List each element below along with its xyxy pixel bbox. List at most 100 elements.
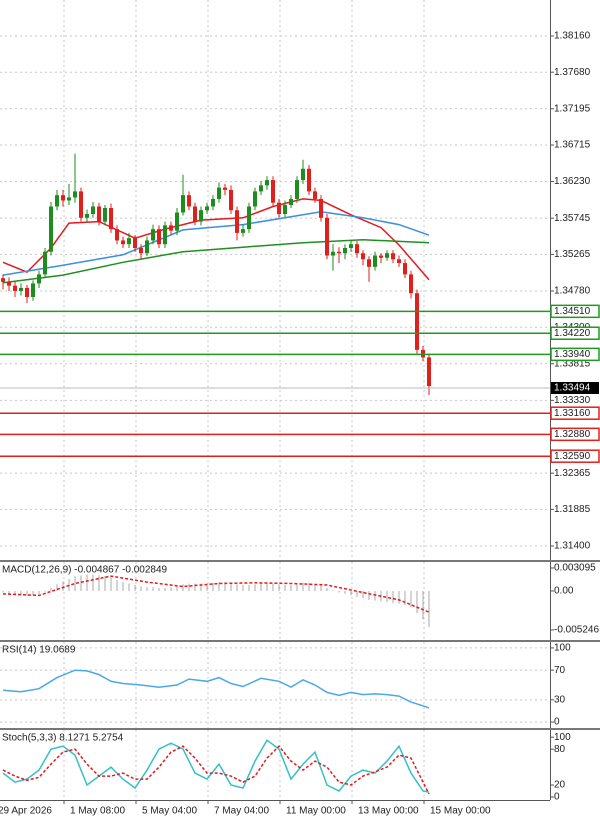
macd-bar bbox=[260, 583, 262, 591]
candle-body bbox=[313, 191, 317, 199]
macd-bar bbox=[128, 583, 130, 591]
macd-bar bbox=[50, 588, 52, 591]
macd-bar bbox=[8, 590, 10, 594]
x-tick-label: 29 Apr 2026 bbox=[0, 806, 52, 817]
candle-body bbox=[349, 244, 353, 248]
y-tick-label: 0 bbox=[554, 717, 560, 728]
candle-body bbox=[127, 238, 131, 245]
candle-body bbox=[205, 206, 209, 211]
macd-bar bbox=[200, 583, 202, 591]
macd-bar bbox=[44, 590, 46, 592]
candle-body bbox=[157, 229, 161, 245]
macd-bar bbox=[206, 583, 208, 591]
candle-body bbox=[37, 274, 41, 284]
candle-body bbox=[415, 293, 419, 350]
y-tick-label: 1.37195 bbox=[554, 103, 591, 114]
candle-body bbox=[391, 253, 395, 260]
macd-bar bbox=[272, 583, 274, 591]
level-label-box bbox=[550, 449, 600, 463]
indicator-line bbox=[2, 739, 430, 793]
candle-body bbox=[355, 244, 359, 254]
macd-bar bbox=[32, 590, 34, 596]
indicator-line bbox=[2, 669, 430, 709]
candle-body bbox=[55, 195, 59, 207]
current-price-label: 1.33494 bbox=[554, 383, 591, 394]
candle-body bbox=[271, 180, 275, 203]
candle-body bbox=[109, 207, 113, 230]
macd-bar bbox=[326, 588, 328, 591]
macd-bar bbox=[230, 582, 232, 591]
macd-bar bbox=[56, 584, 58, 591]
y-tick-label: 1.33815 bbox=[554, 358, 591, 369]
macd-bar bbox=[254, 584, 256, 591]
candle-body bbox=[61, 195, 65, 201]
macd-bar bbox=[236, 584, 238, 591]
candle-body bbox=[343, 247, 347, 254]
candle-body bbox=[289, 198, 293, 205]
macd-bar bbox=[368, 590, 370, 600]
level-label: 1.33940 bbox=[554, 349, 591, 360]
candle-body bbox=[193, 206, 197, 222]
macd-bar bbox=[398, 590, 400, 604]
candle-body bbox=[19, 287, 23, 291]
y-tick-label: 100 bbox=[554, 732, 571, 743]
macd-bar bbox=[218, 582, 220, 591]
macd-bar bbox=[320, 585, 322, 591]
macd-bar bbox=[296, 584, 298, 591]
candle-body bbox=[403, 263, 407, 275]
candle-body bbox=[163, 225, 167, 245]
candle-body bbox=[121, 240, 125, 245]
candle-body bbox=[85, 214, 89, 218]
candle-body bbox=[421, 349, 425, 358]
indicator-line bbox=[2, 238, 430, 284]
macd-bar bbox=[356, 590, 358, 597]
macd-bar bbox=[308, 582, 310, 591]
y-tick-label: 1.37680 bbox=[554, 67, 591, 78]
candle-body bbox=[97, 206, 101, 222]
macd-bar bbox=[86, 574, 88, 591]
macd-bar bbox=[404, 590, 406, 606]
candle-body bbox=[307, 168, 311, 192]
macd-bar bbox=[122, 582, 124, 591]
panel-title: RSI(14) 19.0689 bbox=[2, 645, 76, 656]
y-tick-label: -0.005246 bbox=[554, 625, 599, 636]
macd-bar bbox=[392, 590, 394, 603]
y-tick-label: 70 bbox=[554, 665, 566, 676]
candle-body bbox=[145, 240, 149, 254]
level-label: 1.32590 bbox=[554, 451, 591, 462]
candle-body bbox=[253, 191, 257, 207]
candle-body bbox=[211, 198, 215, 207]
indicator-line bbox=[2, 198, 430, 281]
macd-bar bbox=[14, 590, 16, 595]
macd-bar bbox=[278, 584, 280, 591]
y-tick-label: 20 bbox=[554, 780, 566, 791]
macd-bar bbox=[248, 585, 250, 591]
candle-body bbox=[385, 253, 389, 258]
candle-body bbox=[259, 185, 263, 192]
y-tick-label: 1.34780 bbox=[554, 286, 591, 297]
candle-body bbox=[115, 229, 119, 241]
macd-bar bbox=[140, 586, 142, 591]
macd-bar bbox=[350, 590, 352, 596]
candle-body bbox=[265, 180, 269, 186]
candle-body bbox=[331, 251, 335, 256]
macd-bar bbox=[314, 583, 316, 591]
y-tick-label: 0.003095 bbox=[554, 563, 596, 574]
indicator-line bbox=[2, 211, 430, 276]
macd-bar bbox=[344, 590, 346, 594]
candle-body bbox=[361, 253, 365, 260]
candle-body bbox=[397, 259, 401, 264]
macd-bar bbox=[116, 579, 118, 591]
candle-body bbox=[373, 255, 377, 267]
macd-bar bbox=[134, 585, 136, 591]
candle-body bbox=[91, 206, 95, 215]
macd-bar bbox=[146, 587, 148, 591]
macd-bar bbox=[386, 590, 388, 603]
level-label: 1.34510 bbox=[554, 306, 591, 317]
candle-body bbox=[319, 198, 323, 218]
candle-body bbox=[187, 195, 191, 207]
panel-title: MACD(12,26,9) -0.004867 -0.002849 bbox=[2, 565, 168, 576]
macd-bar bbox=[362, 590, 364, 599]
